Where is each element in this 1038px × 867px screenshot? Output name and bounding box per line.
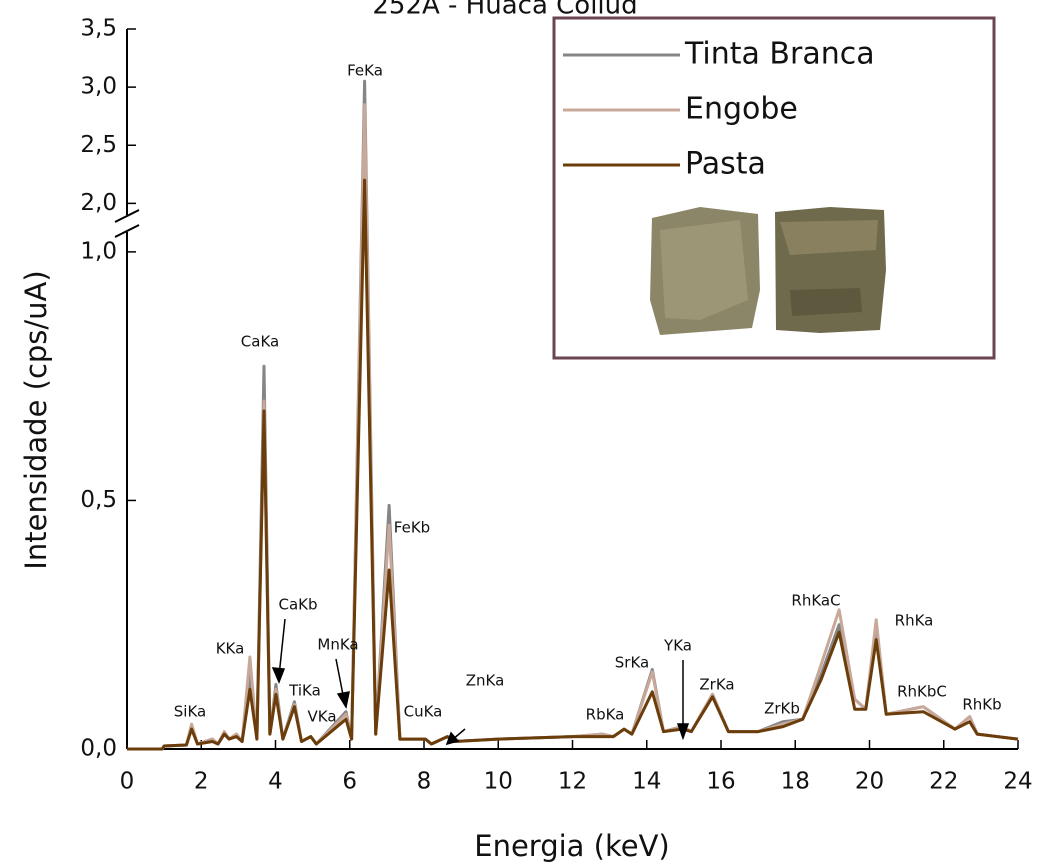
peak-label: CaKa xyxy=(241,333,279,351)
x-tick-label: 16 xyxy=(706,769,735,795)
y-tick-label: 3,5 xyxy=(80,16,117,42)
y-tick-label: 3,0 xyxy=(80,74,117,100)
y-tick-label: 1,0 xyxy=(80,238,117,264)
plot-area: 0 2 4 6 8 10 12 14 16 18 20 22 240,00,51,02,02,53,03… xyxy=(80,16,1032,795)
peak-label: TiKa xyxy=(288,682,321,700)
x-tick-label: 18 xyxy=(781,769,810,795)
peak-label: VKa xyxy=(307,708,336,726)
x-tick-label: 10 xyxy=(484,769,513,795)
chart-title: 252A - Huaca Collud xyxy=(372,0,637,21)
axis-break xyxy=(114,209,140,223)
y-axis-label: Intensidade (cps/uA) xyxy=(19,270,53,569)
x-axis-label: Energia (keV) xyxy=(474,829,669,863)
x-tick-label: 2 xyxy=(194,769,209,795)
peak-label: ZnKa xyxy=(466,672,505,690)
legend: Tinta Branca Engobe Pasta xyxy=(552,16,996,360)
y-tick-label: 2,0 xyxy=(80,190,117,216)
peak-label: CuKa xyxy=(404,703,443,721)
axis-break xyxy=(114,224,140,238)
y-tick-label: 0,0 xyxy=(80,736,117,762)
peak-label: FeKa xyxy=(347,62,383,80)
x-tick-label: 6 xyxy=(342,769,357,795)
spectrum-line xyxy=(127,178,1019,751)
peak-label: SrKa xyxy=(615,654,649,672)
peak-label: KKa xyxy=(216,640,245,658)
x-tick-label: 14 xyxy=(632,769,661,795)
peak-label: RhKb xyxy=(962,696,1001,714)
x-tick-label: 4 xyxy=(268,769,283,795)
arrows xyxy=(271,618,690,746)
sample-photo xyxy=(650,207,886,335)
peak-label: SiKa xyxy=(174,703,206,721)
peak-label: RbKa xyxy=(586,706,625,724)
peak-label: ZrKb xyxy=(764,700,800,718)
x-tick-label: 0 xyxy=(120,769,135,795)
x-tick-label: 22 xyxy=(929,769,958,795)
peak-label: RhKaC xyxy=(791,592,840,610)
x-tick-label: 24 xyxy=(1003,769,1032,795)
y-tick-label: 0,5 xyxy=(80,487,117,513)
peak-label: RhKa xyxy=(895,612,934,630)
peak-label: FeKb xyxy=(394,519,430,537)
legend-label: Pasta xyxy=(685,147,766,182)
peak-label: RhKbC xyxy=(897,683,947,701)
x-tick-label: 20 xyxy=(855,769,884,795)
peak-label: CaKb xyxy=(278,596,317,614)
legend-label: Tinta Branca xyxy=(684,37,875,72)
x-tick-label: 8 xyxy=(417,769,432,795)
peak-label: ZrKa xyxy=(699,676,734,694)
legend-label: Engobe xyxy=(685,92,798,127)
y-tick-label: 2,5 xyxy=(80,132,117,158)
peak-label: YKa xyxy=(663,637,692,655)
x-tick-label: 12 xyxy=(558,769,587,795)
legend-box xyxy=(552,16,996,360)
peak-label: MnKa xyxy=(317,636,358,654)
